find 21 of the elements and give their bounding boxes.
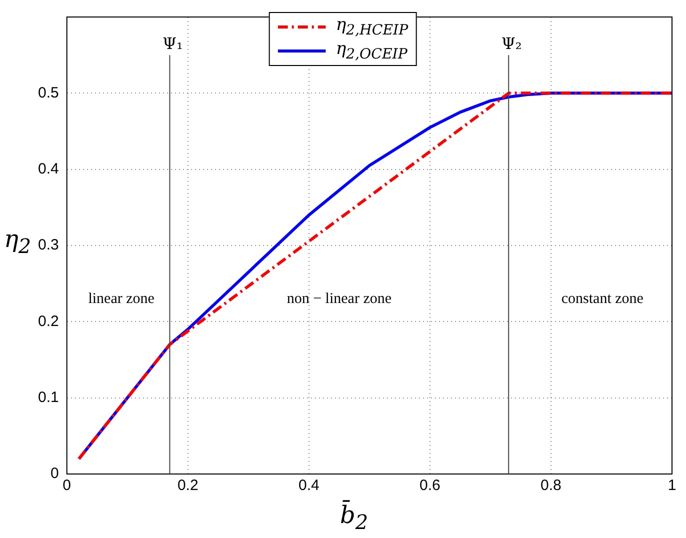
y-tick-label: 0.2 [38,312,59,330]
x-axis-title: b̄$_{2}$ [340,501,368,534]
annotation: constant zone [561,290,644,307]
y-tick-label: 0 [50,465,59,482]
x-tick-label: 1 [668,477,676,494]
x-tick-label: 0.2 [177,477,198,494]
x-tick-label: 0 [62,477,72,494]
legend-label: η$_{2,OCEIP}$ [336,39,408,63]
y-tick-label: 0.3 [38,236,59,254]
ref-line-label: Ψ₂ [501,34,522,54]
annotation: non − linear zone [286,290,392,307]
y-axis-title: η$_{2}$ [4,225,32,258]
x-tick-label: 0.4 [298,477,320,494]
y-tick-label: 0.5 [38,84,59,102]
ref-line-label: Ψ₁ [162,34,183,54]
legend-label: η$_{2,HCEIP}$ [336,15,408,39]
x-tick-label: 0.6 [420,477,440,494]
y-tick-label: 0.1 [38,388,59,406]
x-tick-label: 0.8 [540,477,562,494]
y-tick-label: 0.4 [38,160,59,178]
annotation: linear zone [88,290,155,307]
